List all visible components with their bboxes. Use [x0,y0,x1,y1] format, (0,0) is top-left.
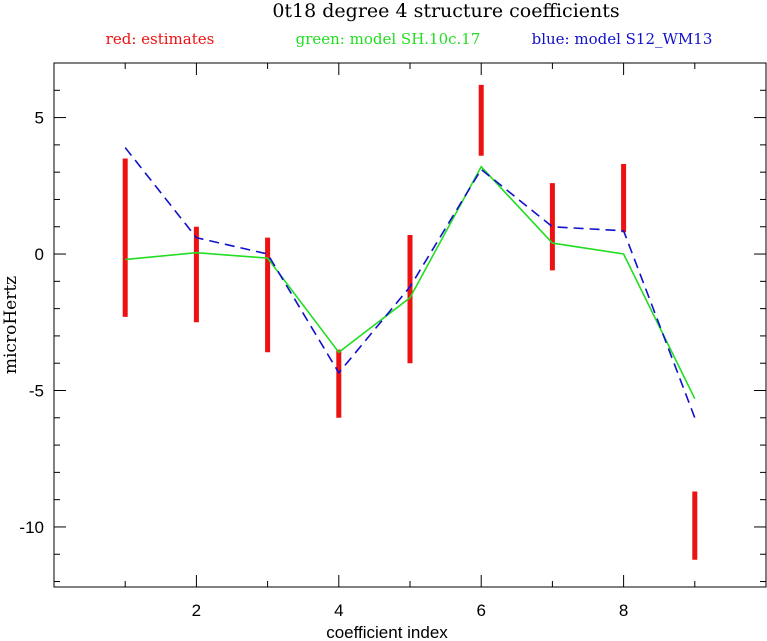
series-line [124,147,696,419]
x-tick-label: 6 [476,601,485,620]
legend-estimates: red: estimates [106,30,215,48]
legend-green-model: green: model SH.10c.17 [296,30,481,48]
x-tick-label: 2 [192,601,201,620]
y-axis-label: microHertz [1,276,21,374]
series-lines [124,147,696,419]
y-tick-label: 0 [35,245,44,264]
y-tick-label: -5 [29,382,44,401]
y-tick-label: 5 [35,109,44,128]
estimate-bars [122,84,698,560]
x-axis-label: coefficient index [326,623,448,641]
chart-title: 0t18 degree 4 structure coefficients [272,0,619,22]
series-line [125,165,696,400]
y-tick-label: -10 [19,518,44,537]
tick-labels: 2 4 6 8 5 0 -5 -10 [19,109,628,620]
ticks [54,63,766,587]
x-tick-label: 8 [619,601,628,620]
x-tick-label: 4 [334,601,343,620]
legend-blue-model: blue: model S12_WM13 [532,30,713,48]
